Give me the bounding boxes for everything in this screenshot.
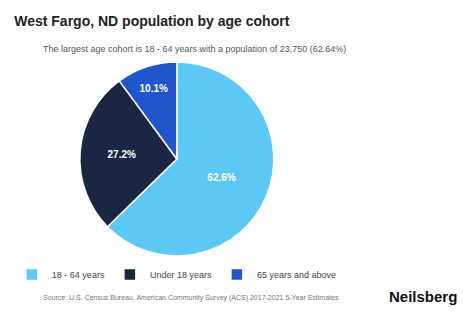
svg-text:65 years and above: 65 years and above (257, 270, 336, 280)
svg-text:18 - 64 years: 18 - 64 years (52, 270, 105, 280)
svg-text:27.2%: 27.2% (108, 149, 136, 160)
svg-text:Neilsberg: Neilsberg (389, 288, 457, 305)
svg-text:The largest age cohort is 18 -: The largest age cohort is 18 - 64 years … (43, 44, 346, 54)
svg-text:Source: U.S. Census Bureau, Am: Source: U.S. Census Bureau, American Com… (43, 294, 339, 302)
svg-text:Under 18 years: Under 18 years (150, 270, 212, 280)
svg-text:62.6%: 62.6% (207, 172, 235, 183)
svg-text:10.1%: 10.1% (140, 83, 168, 94)
svg-text:West Fargo, ND population by a: West Fargo, ND population by age cohort (14, 13, 289, 29)
